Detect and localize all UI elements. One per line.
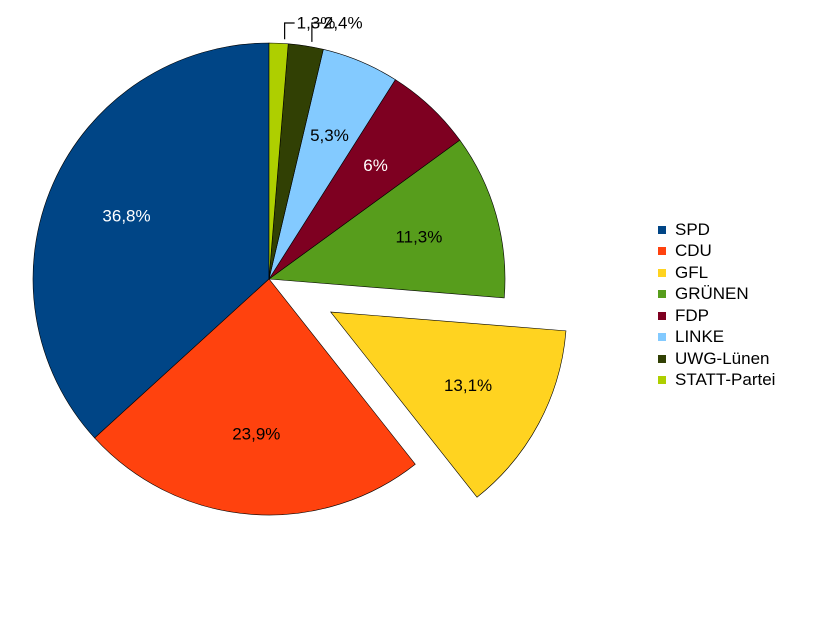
legend: SPD CDU GFL GRÜNEN FDP LINKE UWG-Lünen STATT-Pa… (658, 219, 775, 391)
legend-swatch-linke (658, 333, 666, 342)
legend-label-cdu: CDU (675, 241, 712, 261)
slice-gruenen (268, 139, 506, 299)
data-label-gruenen: 11,3% (395, 227, 442, 246)
legend-item-gfl: GFL (658, 262, 775, 284)
legend-swatch-uwg-luenen (658, 354, 666, 363)
legend-item-uwg-luenen: UWG-Lünen (658, 348, 775, 370)
slice-spd (32, 42, 270, 439)
legend-label-statt-partei: STATT-Partei (675, 370, 776, 390)
legend-swatch-cdu (658, 247, 666, 256)
leader-line-uwg-luenen (311, 22, 322, 42)
data-label-statt-partei: 1,3% (297, 14, 336, 33)
legend-item-linke: LINKE (658, 327, 775, 349)
slice-cdu (94, 278, 416, 516)
legend-swatch-gruenen (658, 290, 666, 299)
data-label-spd: 36,8% (102, 207, 150, 226)
data-label-linke: 5,3% (310, 126, 349, 145)
legend-item-fdp: FDP (658, 305, 775, 327)
legend-swatch-gfl (658, 268, 666, 277)
leader-line-statt-partei (284, 22, 295, 40)
slice-gfl (330, 311, 567, 498)
legend-item-statt-partei: STATT-Partei (658, 370, 775, 392)
legend-label-fdp: FDP (675, 305, 709, 325)
legend-swatch-fdp (658, 311, 666, 320)
legend-item-gruenen: GRÜNEN (658, 284, 775, 306)
data-label-fdp: 6% (363, 156, 388, 175)
legend-item-spd: SPD (658, 219, 775, 241)
data-label-uwg-luenen: 2,4% (324, 14, 363, 33)
legend-item-cdu: CDU (658, 241, 775, 263)
data-label-gfl: 13,1% (444, 376, 492, 395)
legend-label-linke: LINKE (675, 327, 725, 347)
legend-swatch-statt-partei (658, 376, 666, 385)
legend-label-spd: SPD (675, 219, 710, 239)
legend-label-gruenen: GRÜNEN (675, 284, 749, 304)
legend-label-uwg-luenen: UWG-Lünen (675, 348, 770, 368)
slice-statt-partei (268, 42, 289, 280)
legend-label-gfl: GFL (675, 262, 709, 282)
legend-swatch-spd (658, 225, 666, 234)
data-label-cdu: 23,9% (232, 425, 280, 444)
